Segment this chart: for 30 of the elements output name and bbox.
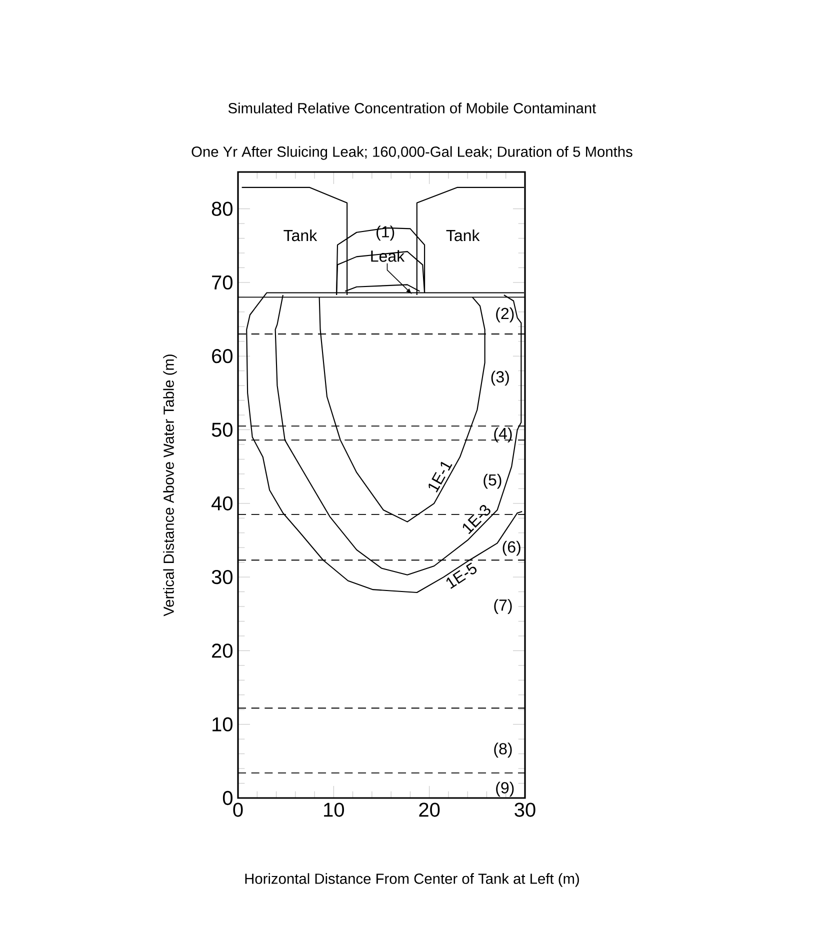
y-tick-label: 20	[212, 644, 232, 658]
annotation: (9)	[496, 782, 514, 797]
annotation: (7)	[494, 599, 512, 614]
annotation: (2)	[496, 307, 514, 322]
x-tick-label: 0	[233, 802, 243, 817]
text: 1E-5	[446, 562, 477, 589]
annotation: (1)	[376, 226, 394, 241]
y-tick-label: 30	[212, 570, 232, 584]
y-axis-title: Vertical Distance Above Water Table (m)	[163, 354, 177, 616]
y-tick-label: 80	[212, 202, 232, 216]
annotation: (4)	[494, 427, 512, 442]
x-axis-title: Horizontal Distance From Center of Tank at Left (m)	[245, 873, 579, 887]
y-tick-label: 70	[212, 275, 232, 290]
chart-title: Simulated Relative Concentration of Mobile Contaminant	[228, 102, 596, 114]
annotation: (6)	[502, 540, 520, 556]
y-tick-label: 40	[212, 496, 232, 510]
x-tick-label: 10	[324, 802, 344, 817]
text: 1E-1	[428, 462, 452, 492]
annotation: (8)	[494, 742, 512, 758]
x-tick-label: 20	[419, 802, 440, 817]
y-tick-label: 10	[212, 717, 232, 732]
y-tick-label: 60	[212, 349, 232, 364]
y-tick-label: 50	[212, 422, 232, 437]
annotation: (5)	[484, 474, 502, 489]
annotation: Tank	[446, 229, 480, 242]
y-tick-label: 0	[222, 790, 232, 806]
chart-subtitle: One Yr After Sluicing Leak; 160,000-Gal Leak; Duration of 5 Months	[192, 146, 632, 160]
x-tick-label: 30	[514, 802, 536, 817]
annotation: (3)	[491, 370, 509, 386]
annotation: Tank	[284, 229, 318, 242]
